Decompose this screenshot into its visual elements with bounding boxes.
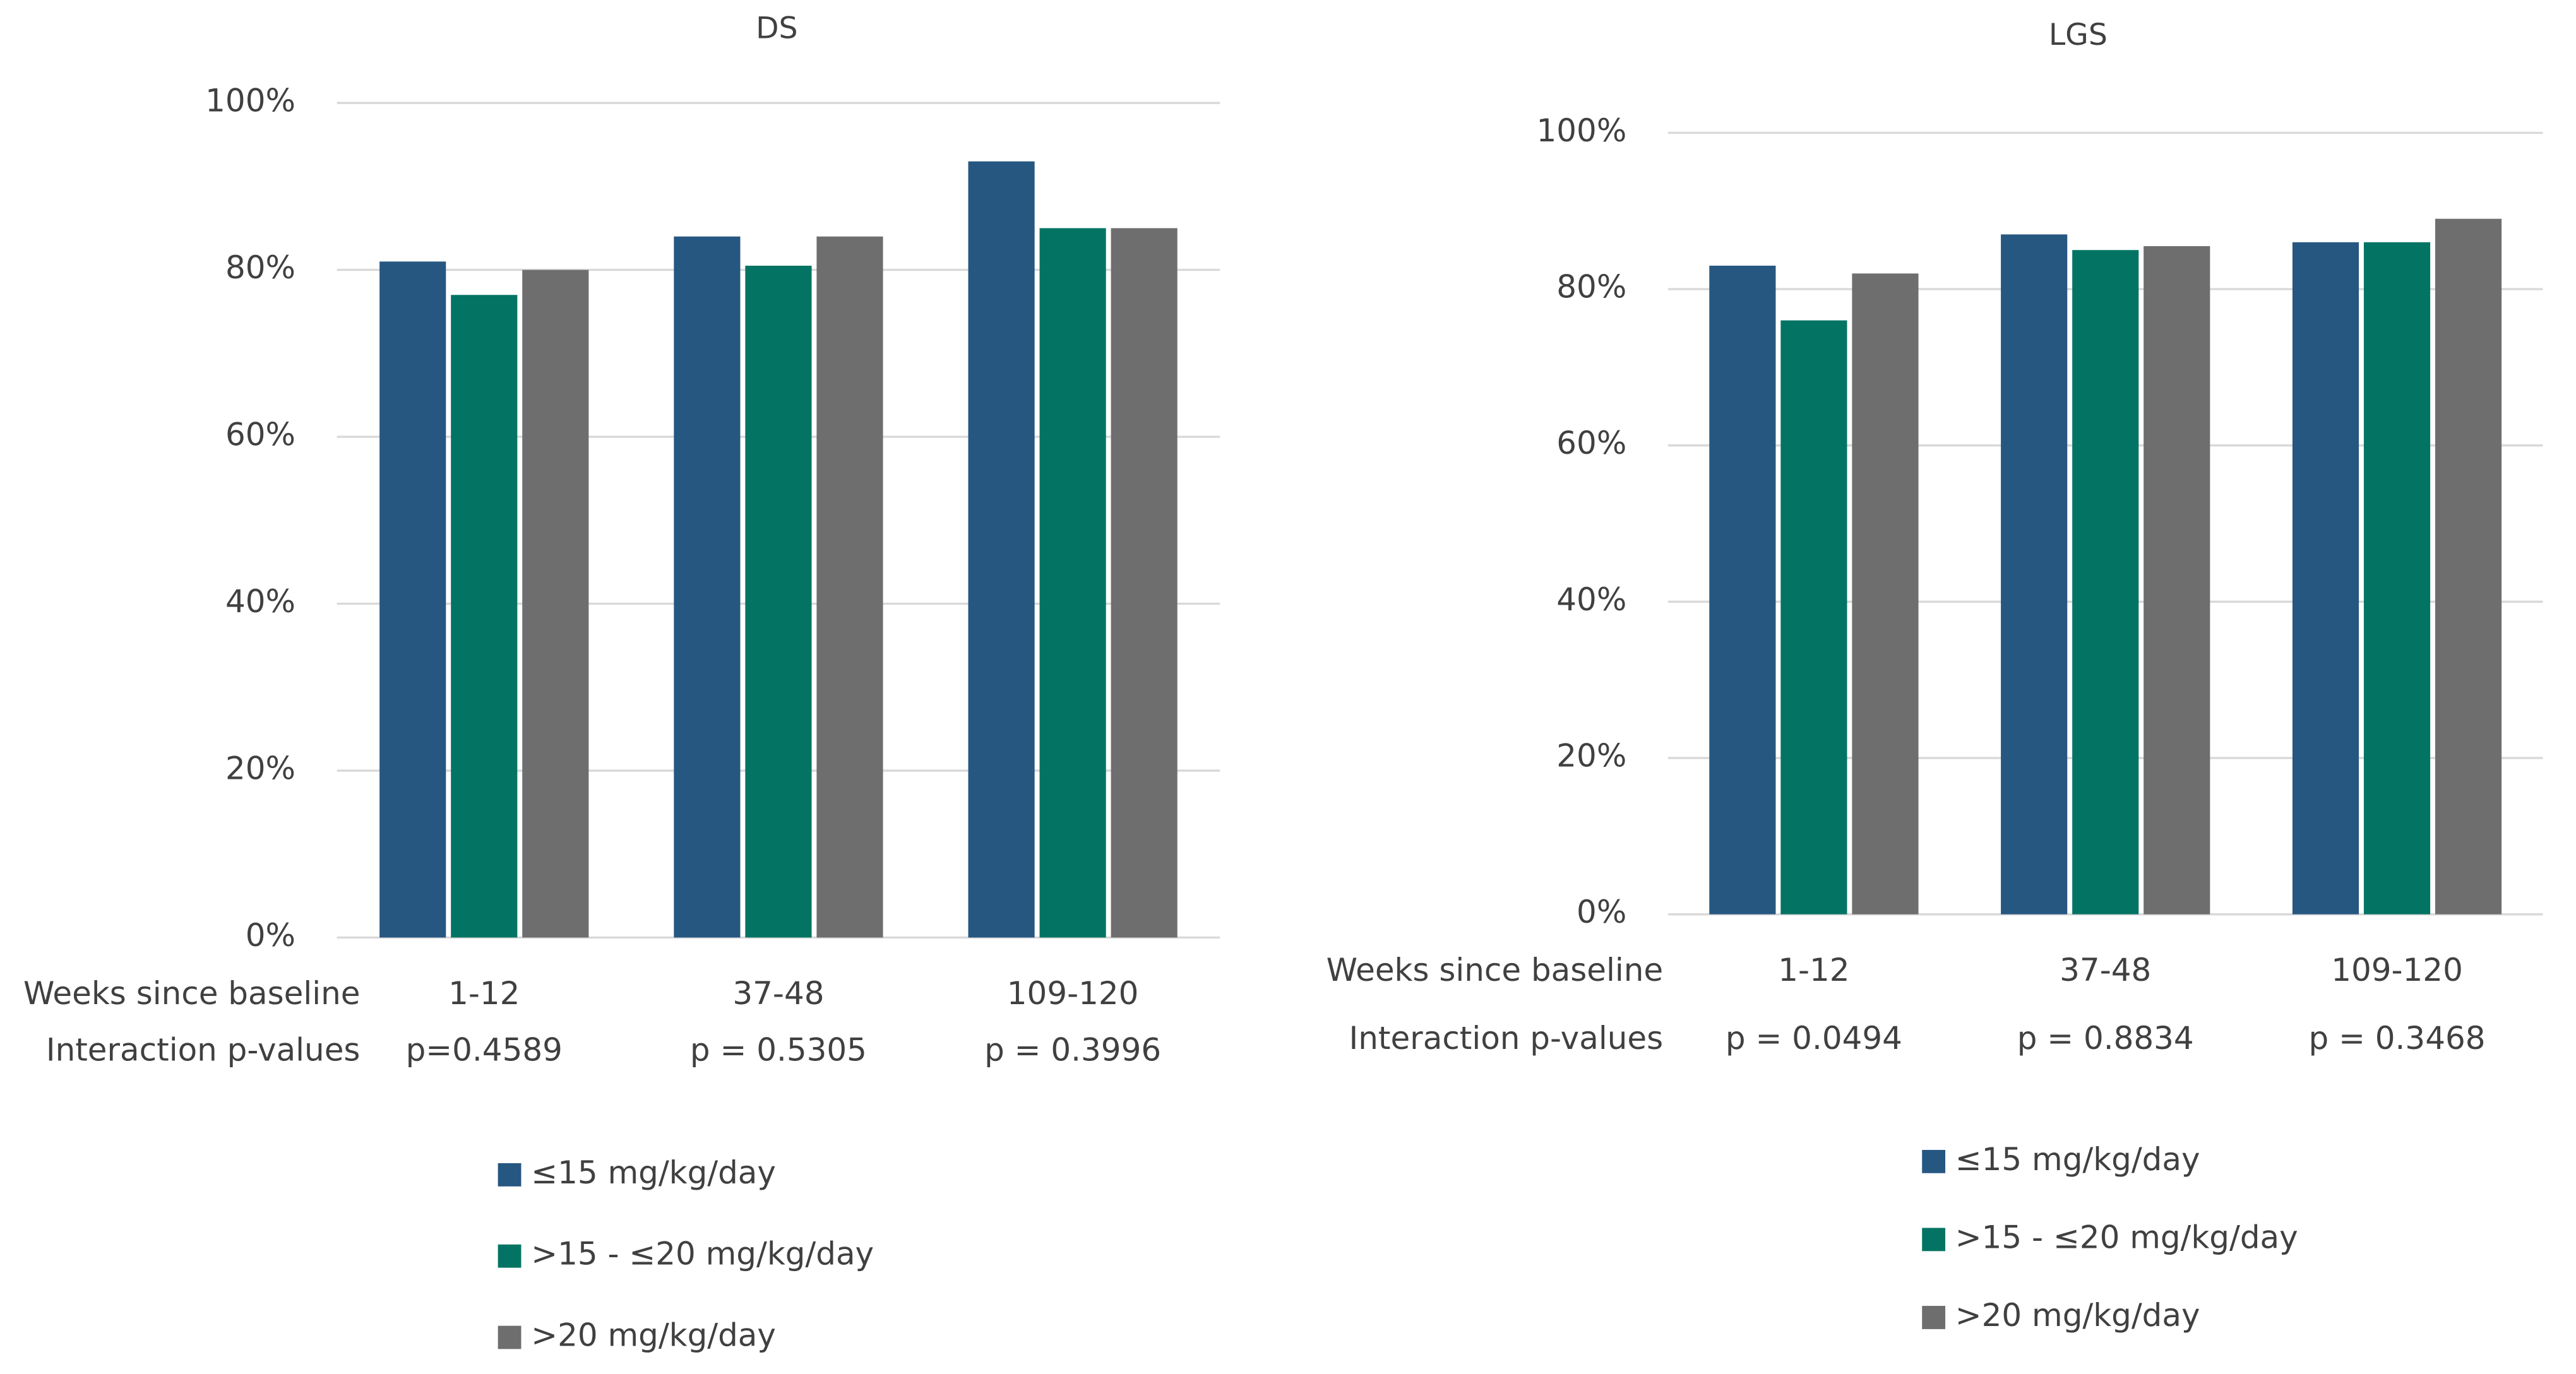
legend-swatch: [498, 1163, 522, 1187]
bar: [2292, 242, 2359, 915]
bar: [968, 161, 1035, 938]
x-tick-label: 37-48: [2060, 952, 2151, 988]
x-tick-label: 1-12: [1778, 952, 1849, 988]
bar: [2072, 250, 2139, 915]
p-value-label: Interaction p-values: [1349, 1020, 1664, 1057]
bar: [2001, 234, 2068, 915]
y-tick-label: 20%: [225, 750, 295, 786]
legend-swatch: [1922, 1149, 1946, 1173]
y-tick-label: 60%: [1556, 425, 1626, 461]
bar: [2363, 242, 2431, 915]
bar: [674, 236, 741, 938]
p-value: p=0.4589: [406, 1031, 563, 1068]
y-tick-label: 0%: [1577, 894, 1626, 930]
y-tick-label: 40%: [225, 583, 295, 620]
y-tick-label: 80%: [225, 249, 295, 286]
legend-swatch: [1922, 1228, 1946, 1252]
p-value-label: Interaction p-values: [46, 1031, 361, 1068]
p-value: p = 0.3996: [984, 1031, 1161, 1068]
legend-label: ≤15 mg/kg/day: [531, 1154, 776, 1191]
y-tick-label: 100%: [1537, 112, 1627, 149]
p-value: p = 0.8834: [2017, 1020, 2194, 1057]
legend-swatch: [498, 1325, 522, 1349]
bar: [2144, 246, 2210, 915]
x-axis-label: Weeks since baseline: [1327, 952, 1663, 988]
y-tick-label: 60%: [225, 417, 295, 453]
legend-label: >15 - ≤20 mg/kg/day: [1955, 1219, 2298, 1255]
legend-label: >20 mg/kg/day: [1955, 1297, 2200, 1334]
bar: [1709, 265, 1776, 915]
x-tick-label: 109-120: [2331, 952, 2463, 988]
chart-title: DS: [756, 11, 797, 45]
bar: [451, 295, 518, 938]
y-tick-label: 20%: [1556, 738, 1626, 774]
bar: [816, 236, 883, 938]
p-value: p = 0.3468: [2309, 1020, 2486, 1057]
legend-label: >20 mg/kg/day: [531, 1317, 776, 1354]
legend-swatch: [498, 1244, 522, 1268]
x-tick-label: 109-120: [1007, 975, 1139, 1012]
bar: [745, 265, 812, 938]
bar: [522, 269, 589, 938]
y-tick-label: 100%: [205, 83, 295, 119]
legend-label: >15 - ≤20 mg/kg/day: [531, 1236, 874, 1272]
bar: [1111, 228, 1178, 938]
bar: [2435, 218, 2502, 915]
chart-title: LGS: [2049, 18, 2108, 52]
legend-label: ≤15 mg/kg/day: [1955, 1141, 2200, 1178]
x-tick-label: 37-48: [732, 975, 824, 1012]
bar: [1852, 273, 1919, 915]
y-tick-label: 80%: [1556, 269, 1626, 305]
x-tick-label: 1-12: [448, 975, 520, 1012]
bar: [1780, 320, 1847, 915]
legend-swatch: [1922, 1306, 1946, 1329]
p-value: p = 0.0494: [1726, 1020, 1902, 1057]
p-value: p = 0.5305: [690, 1031, 867, 1068]
y-tick-label: 40%: [1556, 581, 1626, 618]
bar: [379, 261, 446, 938]
y-tick-label: 0%: [246, 917, 295, 954]
x-axis-label: Weeks since baseline: [23, 975, 360, 1012]
bar: [1039, 228, 1106, 938]
